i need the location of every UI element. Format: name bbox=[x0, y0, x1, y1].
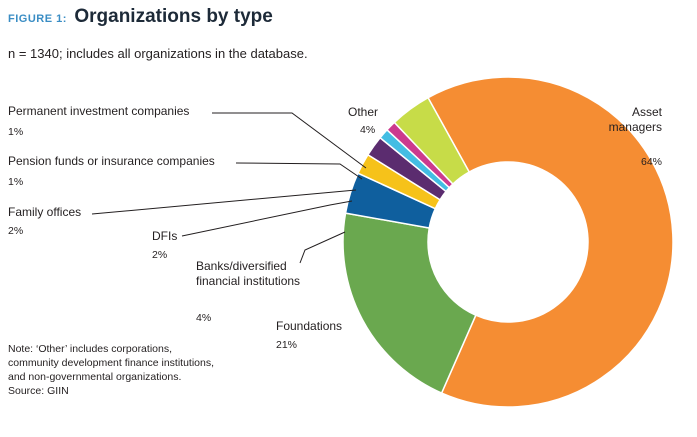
leader-line-pension-funds-or-insurance-companies bbox=[235, 162, 363, 180]
note-line: and non-governmental organizations. bbox=[8, 371, 182, 383]
label-other: Other bbox=[348, 105, 378, 119]
pct-banks-diversified-financial-institutions: 4% bbox=[196, 312, 211, 324]
label-banks-diversified-financial-institutions: financial institutions bbox=[196, 274, 300, 288]
note-line: Note: ‘Other’ includes corporations, bbox=[8, 343, 172, 355]
label-banks-diversified-financial-institutions: Banks/diversified bbox=[196, 259, 287, 273]
figure-header: FIGURE 1: Organizations by type bbox=[8, 6, 273, 28]
slice-asset-managers bbox=[426, 76, 674, 408]
label-family-offices: Family offices bbox=[8, 205, 81, 219]
slice-other bbox=[393, 96, 471, 186]
pct-permanent-investment-companies: 1% bbox=[8, 126, 23, 138]
pct-dfis: 2% bbox=[152, 249, 167, 261]
pct-asset-managers: 64% bbox=[641, 156, 662, 168]
figure-label: FIGURE 1: bbox=[8, 13, 67, 25]
pct-other: 4% bbox=[360, 124, 375, 136]
leader-line-family-offices bbox=[91, 189, 357, 215]
label-dfis: DFIs bbox=[152, 229, 177, 243]
pct-foundations: 21% bbox=[276, 339, 297, 351]
note-line: community development finance institutio… bbox=[8, 357, 215, 369]
label-asset-managers: Asset bbox=[632, 105, 663, 119]
label-pension-funds-or-insurance-companies: Pension funds or insurance companies bbox=[8, 154, 215, 168]
leader-line-banks-diversified-financial-institutions bbox=[299, 231, 346, 264]
pct-family-offices: 2% bbox=[8, 225, 23, 237]
pct-pension-funds-or-insurance-companies: 1% bbox=[8, 176, 23, 188]
slice-foundations bbox=[342, 212, 477, 395]
figure-title: Organizations by type bbox=[74, 6, 273, 27]
leader-line-permanent-investment-companies bbox=[212, 112, 367, 169]
leader-line-dfis bbox=[181, 200, 353, 237]
label-permanent-investment-companies: Permanent investment companies bbox=[8, 104, 189, 118]
chart-subtitle: n = 1340; includes all organizations in … bbox=[8, 46, 308, 61]
chart-note: Note: ‘Other’ includes corporations, com… bbox=[8, 342, 214, 398]
label-asset-managers: managers bbox=[609, 120, 662, 134]
label-foundations: Foundations bbox=[276, 319, 342, 333]
source-line: Source: GIIN bbox=[8, 385, 69, 397]
